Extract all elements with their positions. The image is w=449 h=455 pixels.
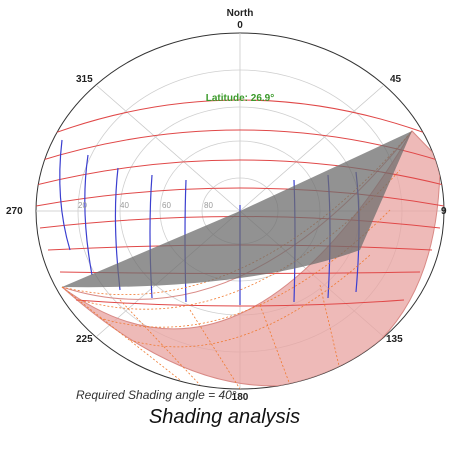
- altitude-20-label: 20: [78, 201, 87, 210]
- shading-angle-note: Required Shading angle = 40°: [76, 388, 237, 402]
- altitude-40-label: 40: [120, 201, 129, 210]
- azimuth-270-label: 270: [6, 206, 23, 217]
- altitude-60-label: 60: [162, 201, 171, 210]
- azimuth-180-label: 180: [232, 392, 249, 403]
- azimuth-45-label: 45: [390, 74, 402, 85]
- sun-path-diagram: North 0 45 9 135 180 225 270 315 20 40 6…: [6, 8, 447, 403]
- shading-mask-band: [61, 130, 441, 387]
- altitude-80-label: 80: [204, 201, 213, 210]
- azimuth-0-label: 0: [237, 20, 243, 31]
- obstruction-region: [62, 131, 412, 288]
- north-label: North: [227, 8, 254, 19]
- azimuth-90-label: 9: [441, 206, 447, 217]
- azimuth-225-label: 225: [76, 334, 93, 345]
- azimuth-135-label: 135: [386, 334, 403, 345]
- figure-caption: Shading analysis: [148, 406, 301, 428]
- latitude-readout: Latitude: 26.9°: [206, 93, 274, 104]
- azimuth-315-label: 315: [76, 74, 93, 85]
